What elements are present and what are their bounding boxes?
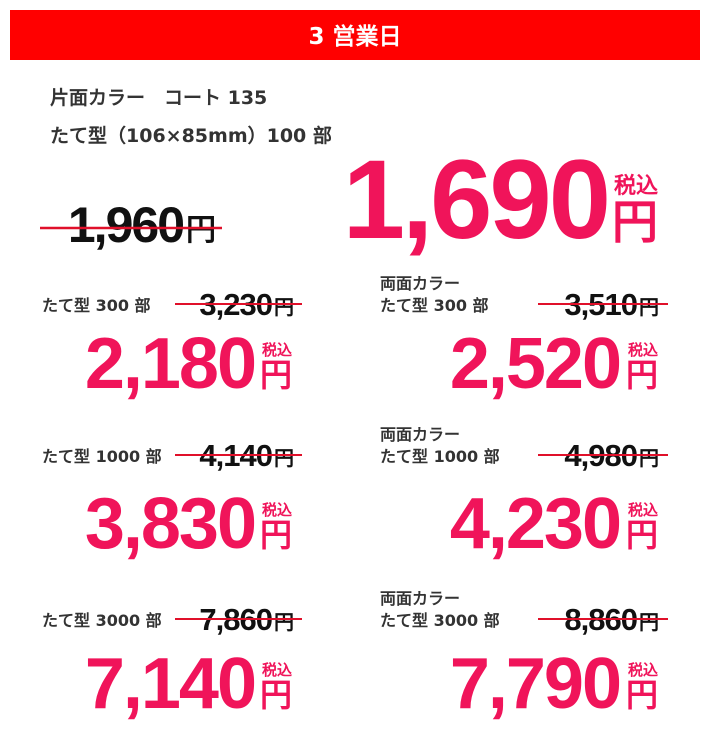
tax-label: 税込 bbox=[262, 661, 292, 679]
currency: 円 bbox=[260, 356, 292, 394]
item-label: たて型 3000 部 bbox=[42, 611, 162, 630]
item-label: 両面カラー bbox=[380, 589, 460, 608]
currency: 円 bbox=[626, 676, 658, 714]
item-label: たて型 300 部 bbox=[380, 296, 489, 315]
price: 2,180 bbox=[85, 324, 255, 404]
currency: 円 bbox=[626, 516, 658, 554]
currency: 円 bbox=[639, 446, 659, 470]
tax-label: 税込 bbox=[628, 501, 658, 519]
currency: 円 bbox=[260, 516, 292, 554]
item-label: 両面カラー bbox=[380, 425, 460, 444]
price: 1,690 bbox=[343, 137, 608, 262]
currency: 円 bbox=[626, 356, 658, 394]
tax-label: 税込 bbox=[614, 173, 658, 199]
price: 4,230 bbox=[450, 484, 620, 564]
price: 3,830 bbox=[85, 484, 255, 564]
tax-label: 税込 bbox=[628, 341, 658, 359]
spec-line: 片面カラー コート 135 bbox=[50, 86, 267, 109]
price: 7,140 bbox=[85, 644, 255, 724]
currency: 円 bbox=[612, 195, 658, 249]
price: 2,520 bbox=[450, 324, 620, 404]
item-label: たて型 1000 部 bbox=[42, 447, 162, 466]
item-label: たて型 300 部 bbox=[42, 296, 151, 315]
spec-line: たて型（106×85mm）100 部 bbox=[50, 124, 332, 147]
header-bar bbox=[10, 10, 700, 60]
price: 7,790 bbox=[450, 644, 620, 724]
tax-label: 税込 bbox=[628, 661, 658, 679]
item-label: たて型 1000 部 bbox=[380, 447, 500, 466]
item-label: たて型 3000 部 bbox=[380, 611, 500, 630]
tax-label: 税込 bbox=[262, 501, 292, 519]
header-title: 3 営業日 bbox=[308, 23, 401, 50]
currency: 円 bbox=[274, 446, 294, 470]
currency: 円 bbox=[274, 610, 294, 634]
currency: 円 bbox=[639, 610, 659, 634]
regular-price: 1,960 bbox=[68, 197, 183, 253]
tax-label: 税込 bbox=[262, 341, 292, 359]
currency: 円 bbox=[186, 213, 216, 248]
currency: 円 bbox=[274, 295, 294, 319]
currency: 円 bbox=[639, 295, 659, 319]
item-label: 両面カラー bbox=[380, 274, 460, 293]
currency: 円 bbox=[260, 676, 292, 714]
